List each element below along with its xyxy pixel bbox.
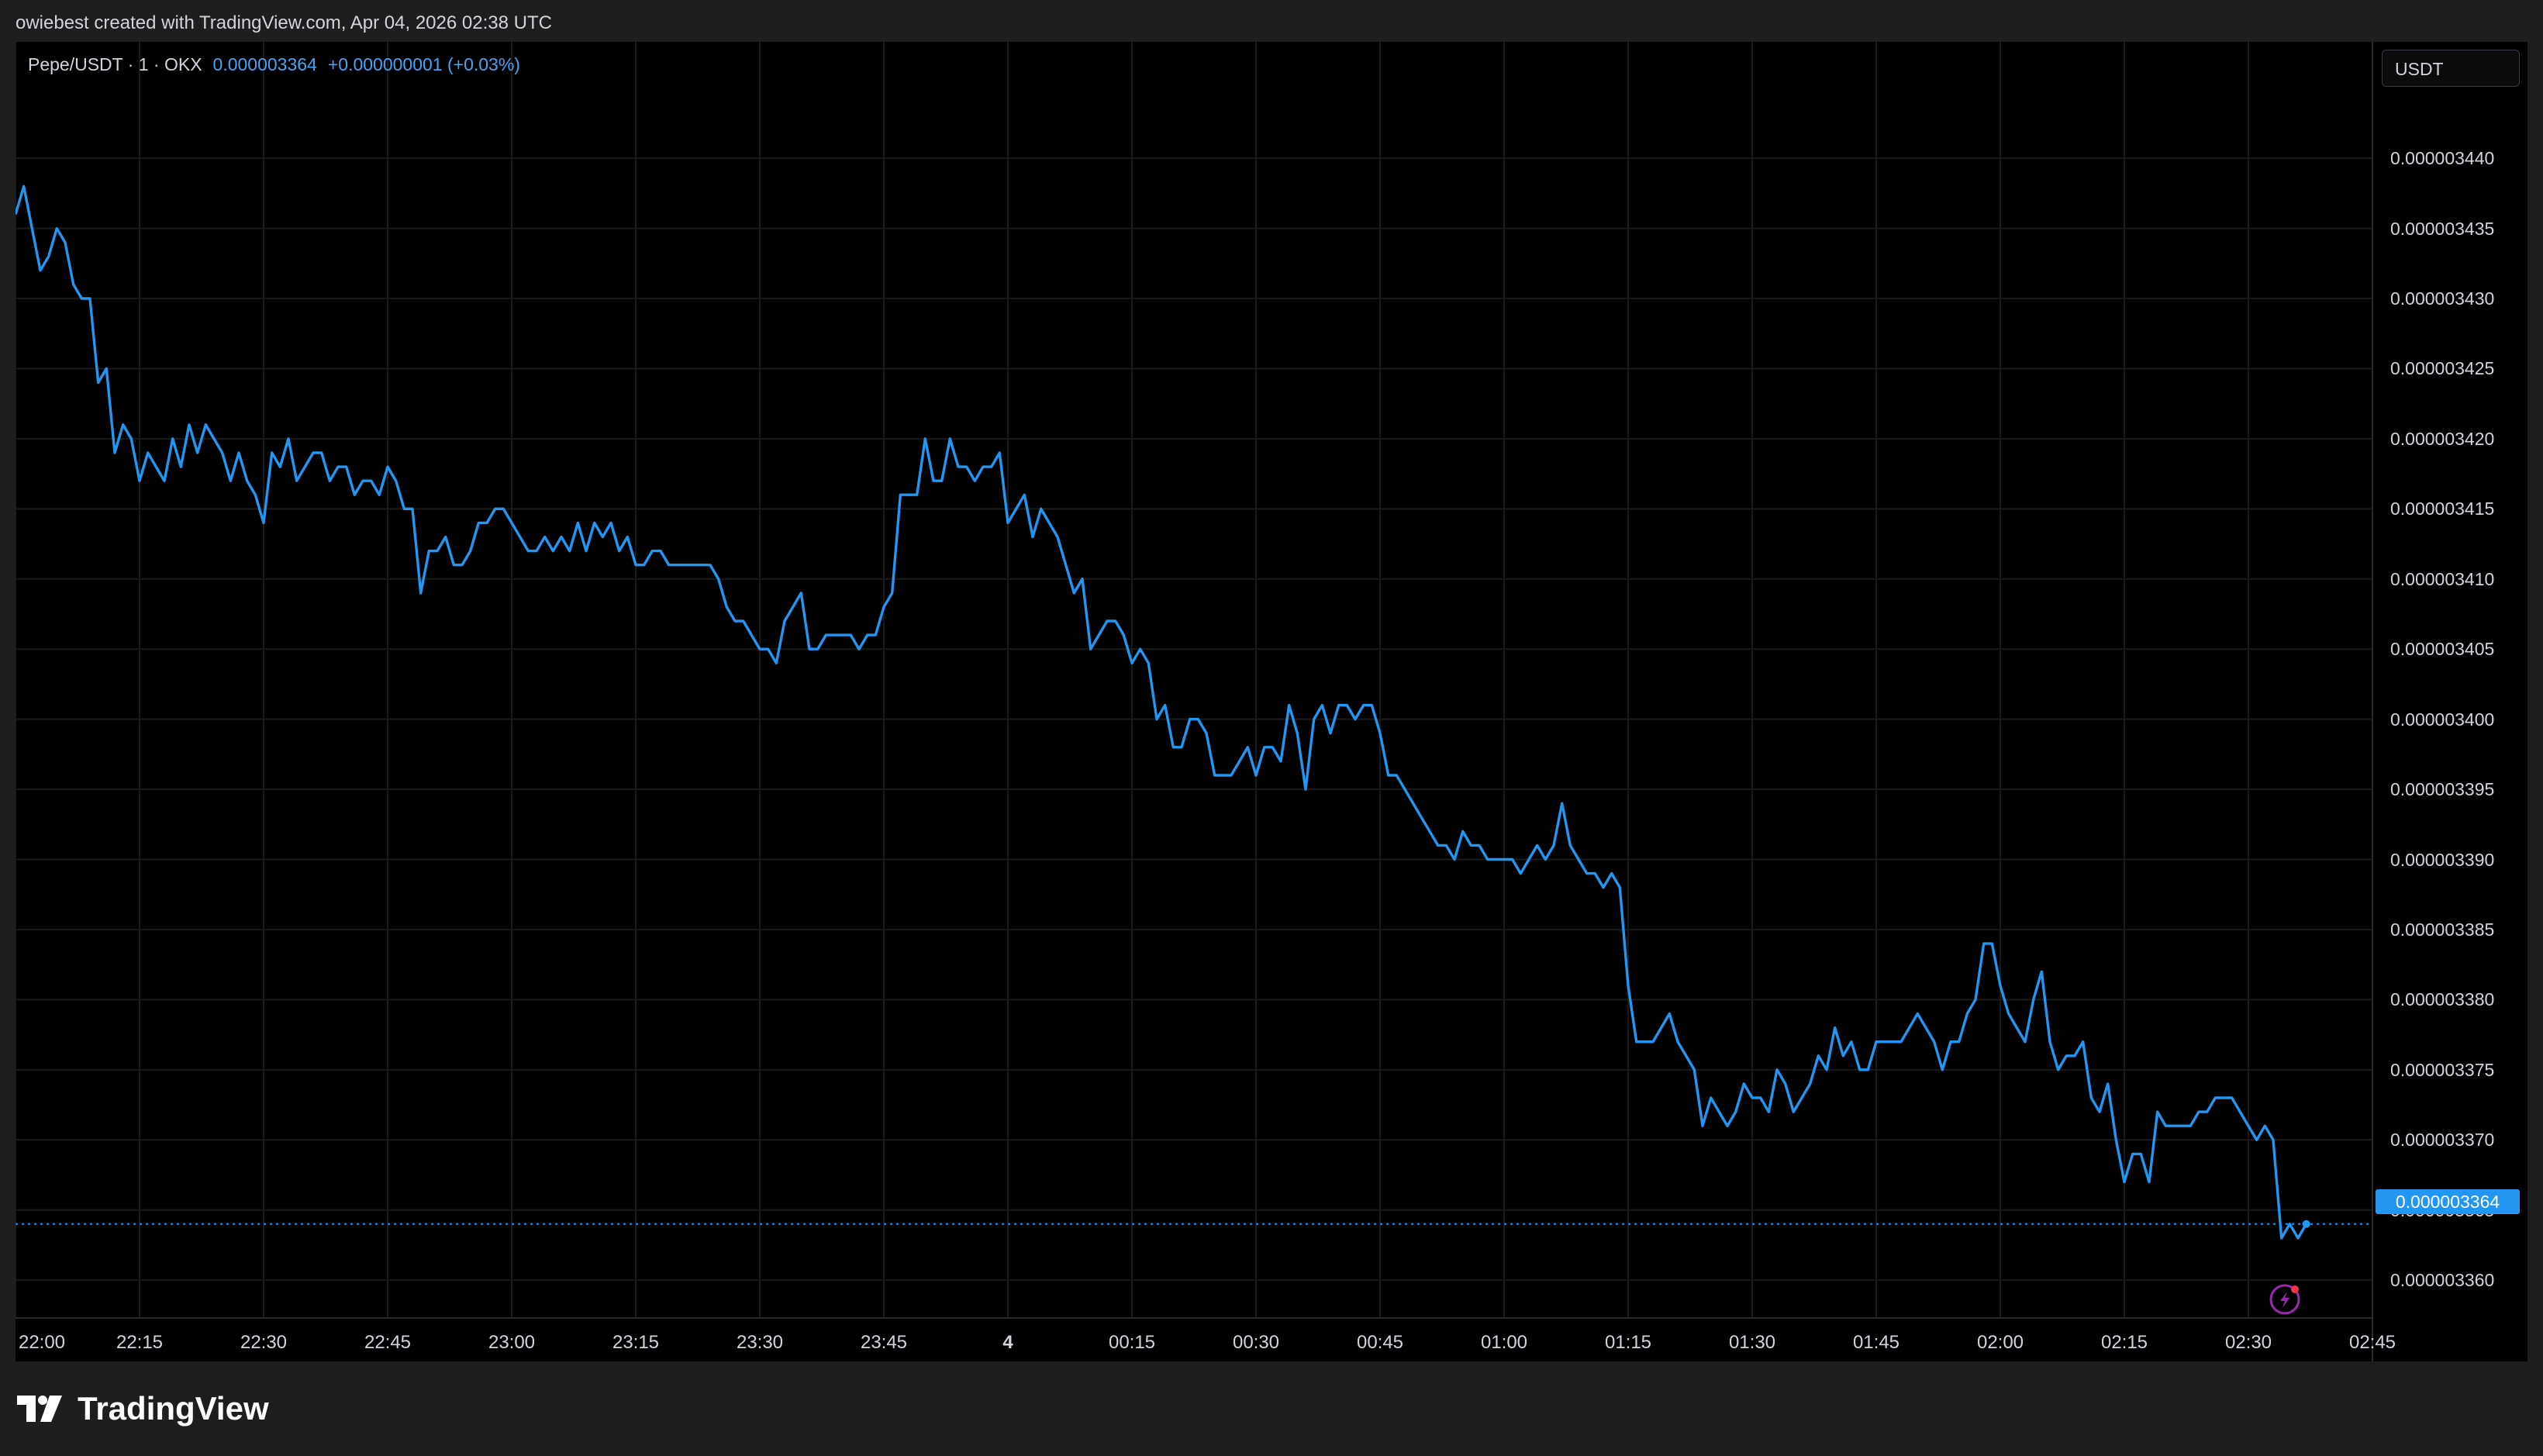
time-tick-label: 01:30 — [1728, 1332, 1776, 1353]
price-tick-label: 0.000003390 — [2390, 849, 2495, 870]
time-tick-label: 00:30 — [1232, 1332, 1280, 1353]
price-series-line — [16, 185, 2308, 1240]
price-tick-label: 0.000003360 — [2390, 1270, 2495, 1291]
tradingview-logo[interactable]: TradingView — [17, 1389, 269, 1428]
current-price-tag: 0.000003364 — [2376, 1189, 2520, 1214]
time-tick-label: 01:15 — [1604, 1332, 1652, 1353]
time-tick-label: 4 — [1002, 1332, 1013, 1353]
last-price-dot — [2302, 1220, 2310, 1228]
legend-price: 0.000003364 — [212, 54, 317, 74]
time-tick-label: 02:30 — [2224, 1332, 2272, 1353]
symbol-name[interactable]: Pepe/USDT · 1 · OKX — [28, 54, 202, 74]
time-tick-label: 22:15 — [116, 1332, 164, 1353]
time-tick-label: 02:45 — [2348, 1332, 2396, 1353]
price-tick-label: 0.000003425 — [2390, 358, 2495, 379]
price-tick-label: 0.000003430 — [2390, 288, 2495, 309]
tradingview-logo-icon — [17, 1396, 62, 1422]
time-tick-label: 22:30 — [240, 1332, 288, 1353]
time-tick-label: 22:00 — [18, 1332, 66, 1353]
time-tick-label: 23:30 — [736, 1332, 784, 1353]
legend-change: +0.000000001 (+0.03%) — [327, 54, 520, 74]
attribution-text: owiebest created with TradingView.com, A… — [16, 12, 552, 33]
price-tick-label: 0.000003370 — [2390, 1130, 2495, 1151]
time-tick-label: 22:45 — [364, 1332, 412, 1353]
time-tick-label: 23:00 — [488, 1332, 536, 1353]
price-tick-label: 0.000003440 — [2390, 148, 2495, 169]
time-tick-label: 01:45 — [1852, 1332, 1900, 1353]
price-tick-label: 0.000003375 — [2390, 1059, 2495, 1080]
currency-button[interactable]: USDT — [2382, 50, 2520, 87]
price-tick-label: 0.000003385 — [2390, 919, 2495, 940]
price-tick-label: 0.000003380 — [2390, 989, 2495, 1010]
symbol-legend[interactable]: Pepe/USDT · 1 · OKX 0.000003364 +0.00000… — [28, 54, 520, 75]
lightning-alert-icon[interactable] — [2269, 1284, 2300, 1315]
time-tick-label: 02:00 — [1976, 1332, 2024, 1353]
price-tick-label: 0.000003435 — [2390, 218, 2495, 239]
price-chart[interactable] — [16, 42, 2527, 1361]
time-tick-label: 00:45 — [1356, 1332, 1404, 1353]
top-bar: owiebest created with TradingView.com, A… — [0, 0, 2543, 42]
time-tick-label: 23:45 — [860, 1332, 908, 1353]
brand-name: TradingView — [78, 1390, 269, 1427]
price-tick-label: 0.000003415 — [2390, 499, 2495, 519]
grid-lines — [16, 42, 2373, 1318]
price-tick-label: 0.000003405 — [2390, 639, 2495, 660]
chart-frame[interactable] — [16, 42, 2527, 1361]
time-tick-label: 00:15 — [1108, 1332, 1156, 1353]
time-tick-label: 02:15 — [2100, 1332, 2148, 1353]
time-tick-label: 01:00 — [1480, 1332, 1528, 1353]
bottom-bar: TradingView — [0, 1361, 2543, 1456]
price-tick-label: 0.000003395 — [2390, 779, 2495, 800]
price-tick-label: 0.000003400 — [2390, 709, 2495, 730]
time-tick-label: 23:15 — [612, 1332, 660, 1353]
price-tick-label: 0.000003410 — [2390, 568, 2495, 589]
price-tick-label: 0.000003420 — [2390, 428, 2495, 449]
